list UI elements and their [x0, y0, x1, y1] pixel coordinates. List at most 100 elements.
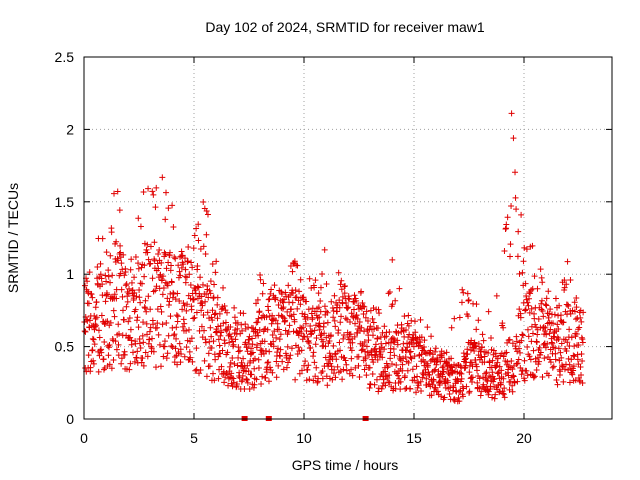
data-point [570, 363, 577, 370]
data-point [240, 355, 247, 362]
data-point [340, 335, 347, 342]
data-point [260, 312, 267, 319]
data-point [346, 296, 353, 303]
data-point [169, 202, 176, 209]
data-point [98, 312, 105, 319]
x-tick-label: 20 [516, 430, 532, 446]
data-point [498, 367, 505, 374]
data-point [133, 354, 140, 361]
data-point [509, 366, 516, 373]
data-point [542, 301, 549, 308]
data-point [151, 256, 158, 263]
data-point [364, 318, 371, 325]
data-point [491, 395, 498, 402]
data-point [117, 242, 124, 249]
data-point [560, 378, 567, 385]
data-point [382, 382, 389, 389]
data-point [226, 339, 233, 346]
data-point [93, 314, 100, 321]
grid-lines [84, 57, 612, 419]
data-point [307, 344, 314, 351]
data-point [238, 321, 245, 328]
data-point [93, 322, 100, 329]
data-point [306, 275, 313, 282]
data-point [519, 331, 526, 338]
data-point [178, 264, 185, 271]
data-point [136, 294, 143, 301]
data-point [211, 377, 218, 384]
data-point [535, 315, 542, 322]
data-point [531, 373, 538, 380]
data-point [231, 314, 238, 321]
data-point [178, 248, 185, 255]
data-point [180, 316, 187, 323]
x-tick-label: 5 [190, 430, 198, 446]
data-point [255, 315, 262, 322]
data-point [322, 354, 329, 361]
data-point [277, 346, 284, 353]
data-point [483, 376, 490, 383]
data-point [322, 343, 329, 350]
data-point [429, 381, 436, 388]
data-point [577, 364, 584, 371]
data-point [334, 363, 341, 370]
data-point [499, 390, 506, 397]
data-point [426, 371, 433, 378]
data-point [207, 278, 214, 285]
data-point [139, 355, 146, 362]
data-point [171, 354, 178, 361]
data-point [178, 350, 185, 357]
data-point [351, 292, 358, 299]
data-point [291, 258, 298, 265]
data-point [263, 314, 270, 321]
data-point [418, 387, 425, 394]
data-point [538, 300, 545, 307]
data-point [115, 321, 122, 328]
data-point [216, 310, 223, 317]
data-point [352, 320, 359, 327]
data-point [277, 331, 284, 338]
data-point [284, 343, 291, 350]
data-point [443, 359, 450, 366]
data-point [149, 188, 156, 195]
data-point [189, 264, 196, 271]
data-point [249, 341, 256, 348]
data-point [311, 327, 318, 334]
data-point [163, 265, 170, 272]
data-point [193, 309, 200, 316]
data-point [512, 194, 519, 201]
data-point [349, 372, 356, 379]
data-point [372, 351, 379, 358]
data-point [168, 262, 175, 269]
data-point [141, 304, 148, 311]
data-point [202, 336, 209, 343]
data-point [420, 343, 427, 350]
data-point [113, 346, 120, 353]
data-point [184, 301, 191, 308]
data-point [166, 249, 173, 256]
data-point [268, 286, 275, 293]
data-point [127, 326, 134, 333]
data-point [131, 358, 138, 365]
data-point [137, 345, 144, 352]
data-point [189, 358, 196, 365]
data-point [458, 375, 465, 382]
data-point [171, 331, 178, 338]
data-point [141, 273, 148, 280]
data-point [234, 319, 241, 326]
data-point [147, 260, 154, 267]
data-point [255, 332, 262, 339]
data-point [341, 290, 348, 297]
data-point [96, 334, 103, 341]
data-point [112, 338, 119, 345]
data-point [309, 314, 316, 321]
data-point [326, 350, 333, 357]
data-point [188, 335, 195, 342]
data-point [195, 237, 202, 244]
data-point [208, 345, 215, 352]
data-point [389, 301, 396, 308]
data-point [203, 207, 210, 214]
data-point [571, 353, 578, 360]
data-point [305, 306, 312, 313]
data-point [113, 238, 120, 245]
